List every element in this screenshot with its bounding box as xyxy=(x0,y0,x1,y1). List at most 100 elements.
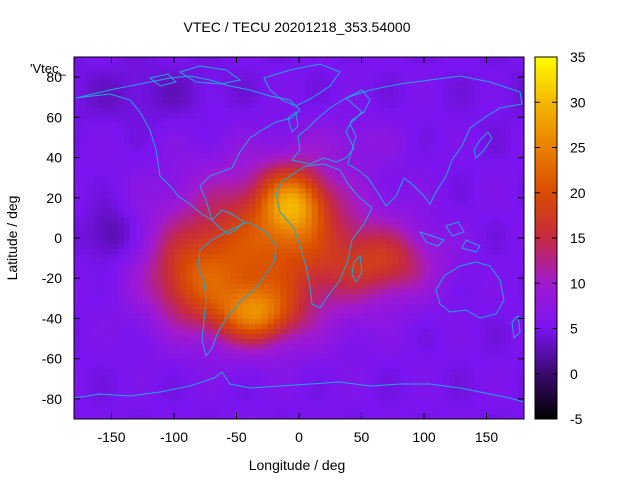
heatmap-cell xyxy=(180,192,188,199)
heatmap-cell xyxy=(174,77,181,83)
heatmap-cell xyxy=(342,127,350,134)
heatmap-cell xyxy=(442,403,450,410)
heatmap-cell xyxy=(124,323,131,330)
heatmap-cell xyxy=(374,197,381,204)
heatmap-cell xyxy=(330,152,338,159)
heatmap-cell xyxy=(411,227,419,234)
heatmap-cell xyxy=(299,147,306,154)
heatmap-cell xyxy=(399,132,406,139)
heatmap-cell xyxy=(242,313,250,320)
heatmap-cell xyxy=(167,177,175,184)
heatmap-cell xyxy=(430,413,438,419)
heatmap-cell xyxy=(499,102,506,108)
heatmap-cell xyxy=(380,393,388,400)
heatmap-cell xyxy=(211,167,219,174)
heatmap-cell xyxy=(299,227,306,234)
heatmap-cell xyxy=(355,97,363,103)
heatmap-cell xyxy=(430,363,438,370)
heatmap-cell xyxy=(224,192,231,199)
heatmap-cell xyxy=(242,82,250,88)
heatmap-cell xyxy=(86,222,94,229)
heatmap-cell xyxy=(74,243,81,249)
heatmap-cell xyxy=(424,142,431,149)
heatmap-cell xyxy=(80,333,88,340)
heatmap-cell xyxy=(105,72,113,78)
heatmap-cell xyxy=(74,107,81,113)
heatmap-cell xyxy=(217,122,225,128)
heatmap-cell xyxy=(480,338,488,345)
heatmap-cell xyxy=(286,288,294,294)
heatmap-cell xyxy=(111,283,119,289)
heatmap-cell xyxy=(486,122,494,128)
heatmap-cell xyxy=(355,263,363,269)
heatmap-cell xyxy=(274,182,281,189)
heatmap-cell xyxy=(205,152,213,159)
heatmap-cell xyxy=(280,258,288,264)
heatmap-cell xyxy=(442,263,450,269)
heatmap-cell xyxy=(486,152,494,159)
heatmap-cell xyxy=(499,112,506,118)
heatmap-cell xyxy=(324,117,331,123)
heatmap-cell xyxy=(442,167,450,174)
heatmap-cell xyxy=(186,283,194,289)
heatmap-cell xyxy=(499,258,506,264)
heatmap-cell xyxy=(492,147,500,154)
heatmap-cell xyxy=(180,273,188,279)
heatmap-cell xyxy=(430,227,438,234)
heatmap-cell xyxy=(342,212,350,219)
heatmap-cell xyxy=(261,243,269,249)
heatmap-cell xyxy=(392,222,400,229)
heatmap-cell xyxy=(486,303,494,309)
heatmap-cell xyxy=(436,273,444,279)
heatmap-cell xyxy=(117,353,125,360)
heatmap-cell xyxy=(267,232,275,239)
heatmap-cell xyxy=(499,72,506,78)
heatmap-cell xyxy=(305,167,313,174)
heatmap-cell xyxy=(324,278,331,284)
heatmap-cell xyxy=(105,408,113,415)
heatmap-cell xyxy=(461,393,469,400)
heatmap-cell xyxy=(236,288,244,294)
heatmap-cell xyxy=(386,413,394,419)
heatmap-cell xyxy=(442,127,450,134)
heatmap-cell xyxy=(399,268,406,274)
heatmap-cell xyxy=(280,363,288,370)
heatmap-cell xyxy=(205,177,213,184)
heatmap-cell xyxy=(311,202,319,209)
heatmap-cell xyxy=(517,363,524,370)
heatmap-cell xyxy=(492,217,500,224)
heatmap-cell xyxy=(161,368,169,375)
heatmap-cell xyxy=(236,82,244,88)
heatmap-cell xyxy=(455,202,463,209)
heatmap-cell xyxy=(355,338,363,345)
heatmap-cell xyxy=(455,212,463,219)
heatmap-cell xyxy=(455,102,463,108)
heatmap-cell xyxy=(505,152,513,159)
heatmap-cell xyxy=(280,197,288,204)
heatmap-cell xyxy=(261,172,269,179)
heatmap-cell xyxy=(230,192,238,199)
heatmap-cell xyxy=(142,182,150,189)
heatmap-cell xyxy=(392,152,400,159)
heatmap-cell xyxy=(311,243,319,249)
heatmap-cell xyxy=(436,127,444,134)
heatmap-cell xyxy=(461,172,469,179)
heatmap-cell xyxy=(249,388,256,395)
heatmap-cell xyxy=(261,368,269,375)
heatmap-cell xyxy=(105,197,113,204)
heatmap-cell xyxy=(99,308,106,315)
heatmap-cell xyxy=(174,253,181,259)
heatmap-cell xyxy=(249,343,256,350)
heatmap-cell xyxy=(367,313,375,320)
heatmap-cell xyxy=(330,328,338,335)
heatmap-cell xyxy=(442,238,450,244)
heatmap-cell xyxy=(449,263,456,269)
heatmap-cell xyxy=(149,92,156,98)
heatmap-cell xyxy=(180,343,188,350)
heatmap-cell xyxy=(92,333,100,340)
heatmap-cell xyxy=(80,358,88,365)
heatmap-cell xyxy=(449,227,456,234)
heatmap-cell xyxy=(199,273,206,279)
heatmap-cell xyxy=(349,232,356,239)
heatmap-cell xyxy=(161,92,169,98)
